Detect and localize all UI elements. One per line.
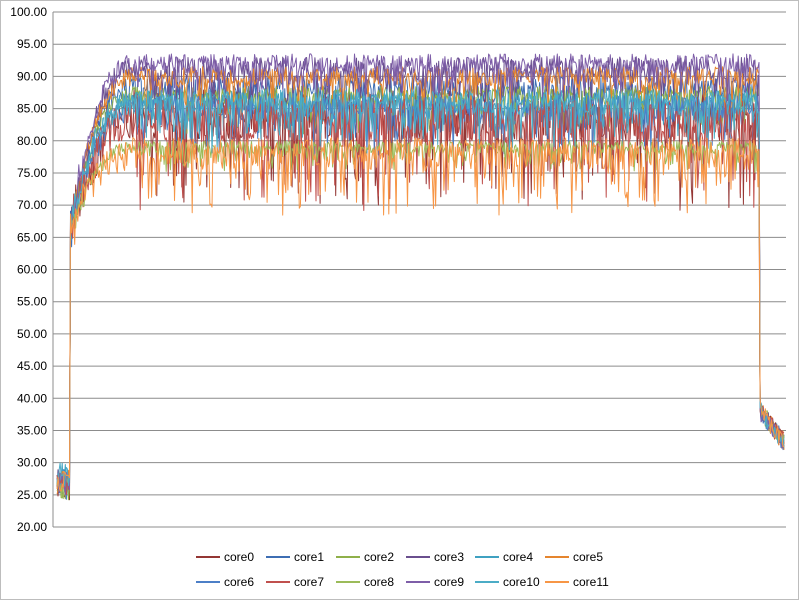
series-lines bbox=[56, 53, 785, 501]
y-tick-label: 65.00 bbox=[17, 230, 47, 244]
y-tick-label: 60.00 bbox=[17, 263, 47, 277]
series-line-core11 bbox=[56, 137, 785, 492]
y-tick-label: 85.00 bbox=[17, 102, 47, 116]
y-tick-label: 30.00 bbox=[17, 456, 47, 470]
legend-label-core1: core1 bbox=[294, 550, 324, 564]
legend-label-core10: core10 bbox=[503, 575, 540, 589]
y-tick-label: 20.00 bbox=[17, 520, 47, 534]
legend-label-core9: core9 bbox=[434, 575, 464, 589]
axes bbox=[52, 12, 786, 528]
y-tick-label: 80.00 bbox=[17, 134, 47, 148]
y-tick-label: 40.00 bbox=[17, 391, 47, 405]
y-tick-label: 35.00 bbox=[17, 423, 47, 437]
y-tick-label: 25.00 bbox=[17, 488, 47, 502]
y-tick-label: 95.00 bbox=[17, 37, 47, 51]
y-tick-label: 90.00 bbox=[17, 69, 47, 83]
legend-label-core11: core11 bbox=[573, 575, 609, 589]
y-tick-label: 45.00 bbox=[17, 359, 47, 373]
legend-label-core3: core3 bbox=[434, 550, 464, 564]
legend-label-core2: core2 bbox=[364, 550, 394, 564]
legend-label-core6: core6 bbox=[224, 575, 254, 589]
series-line-core10 bbox=[56, 88, 785, 487]
legend: core0 core1 core2 core3 core4 core5 core6 core7… bbox=[196, 550, 609, 589]
y-tick-label: 70.00 bbox=[17, 198, 47, 212]
series-line-core9 bbox=[56, 53, 785, 496]
legend-label-core4: core4 bbox=[503, 550, 533, 564]
y-tick-label: 50.00 bbox=[17, 327, 47, 341]
legend-label-core7: core7 bbox=[294, 575, 324, 589]
legend-label-core0: core0 bbox=[224, 550, 254, 564]
series-line-core8 bbox=[56, 140, 785, 500]
y-tick-label: 75.00 bbox=[17, 166, 47, 180]
legend-label-core8: core8 bbox=[364, 575, 394, 589]
y-tick-label: 100.00 bbox=[10, 5, 47, 19]
y-axis-tick-labels: 20.00 25.00 30.00 35.00 40.00 45.00 50.00 55.00… bbox=[10, 5, 47, 534]
legend-label-core5: core5 bbox=[573, 550, 603, 564]
y-tick-label: 55.00 bbox=[17, 295, 47, 309]
